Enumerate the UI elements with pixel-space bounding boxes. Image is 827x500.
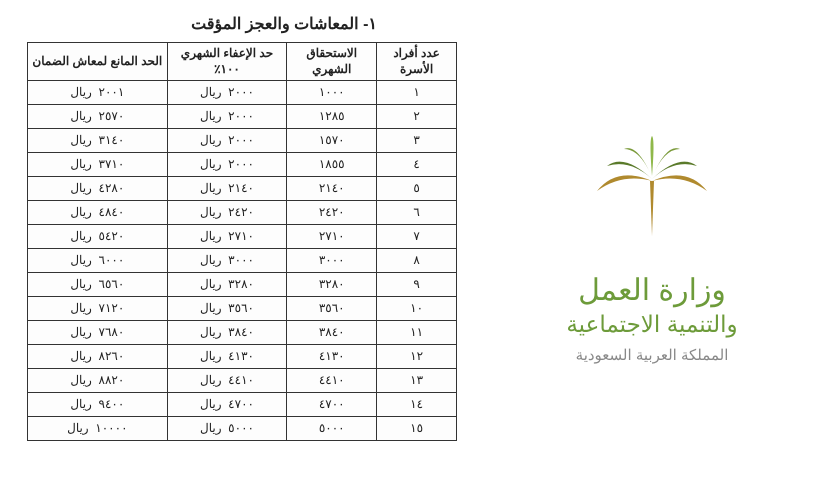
pension-table: عدد أفراد الأسرة الاستحقاق الشهري حد الإ… bbox=[27, 42, 457, 441]
cell-exempt: ٣٠٠٠ ريال bbox=[167, 249, 287, 273]
cell-limit: ٣٧١٠ ريال bbox=[28, 153, 168, 177]
cell-exempt: ٣٥٦٠ ريال bbox=[167, 297, 287, 321]
cell-monthly: ٣٠٠٠ bbox=[287, 249, 377, 273]
cell-limit: ٩٤٠٠ ريال bbox=[28, 393, 168, 417]
cell-family: ١٢ bbox=[377, 345, 457, 369]
table-row: ٦٢٤٢٠٢٤٢٠ ريال٤٨٤٠ ريال bbox=[28, 201, 457, 225]
cell-exempt: ٢٧١٠ ريال bbox=[167, 225, 287, 249]
cell-exempt: ٢٠٠٠ ريال bbox=[167, 129, 287, 153]
table-row: ٧٢٧١٠٢٧١٠ ريال٥٤٢٠ ريال bbox=[28, 225, 457, 249]
table-row: ١١٣٨٤٠٣٨٤٠ ريال٧٦٨٠ ريال bbox=[28, 321, 457, 345]
cell-family: ٢ bbox=[377, 105, 457, 129]
cell-limit: ٦٠٠٠ ريال bbox=[28, 249, 168, 273]
table-row: ١١٠٠٠٢٠٠٠ ريال٢٠٠١ ريال bbox=[28, 81, 457, 105]
header-family: عدد أفراد الأسرة bbox=[377, 43, 457, 81]
table-row: ٨٣٠٠٠٣٠٠٠ ريال٦٠٠٠ ريال bbox=[28, 249, 457, 273]
cell-limit: ٧١٢٠ ريال bbox=[28, 297, 168, 321]
cell-monthly: ٣٢٨٠ bbox=[287, 273, 377, 297]
cell-monthly: ٤٤١٠ bbox=[287, 369, 377, 393]
header-limit: الحد المانع لمعاش الضمان bbox=[28, 43, 168, 81]
cell-family: ١٤ bbox=[377, 393, 457, 417]
cell-exempt: ٤٤١٠ ريال bbox=[167, 369, 287, 393]
table-title: ١- المعاشات والعجز المؤقت bbox=[191, 14, 377, 34]
cell-monthly: ٥٠٠٠ bbox=[287, 417, 377, 441]
ministry-panel: وزارة العمل والتنمية الاجتماعية المملكة … bbox=[477, 0, 827, 500]
cell-exempt: ٤٧٠٠ ريال bbox=[167, 393, 287, 417]
cell-family: ١٥ bbox=[377, 417, 457, 441]
cell-limit: ٦٥٦٠ ريال bbox=[28, 273, 168, 297]
cell-family: ٤ bbox=[377, 153, 457, 177]
cell-exempt: ٢٤٢٠ ريال bbox=[167, 201, 287, 225]
table-row: ١٠٣٥٦٠٣٥٦٠ ريال٧١٢٠ ريال bbox=[28, 297, 457, 321]
cell-monthly: ٤١٣٠ bbox=[287, 345, 377, 369]
cell-monthly: ٣٥٦٠ bbox=[287, 297, 377, 321]
cell-family: ١١ bbox=[377, 321, 457, 345]
cell-monthly: ٢١٤٠ bbox=[287, 177, 377, 201]
country-name: المملكة العربية السعودية bbox=[576, 346, 729, 364]
table-row: ١٣٤٤١٠٤٤١٠ ريال٨٨٢٠ ريال bbox=[28, 369, 457, 393]
cell-monthly: ١٢٨٥ bbox=[287, 105, 377, 129]
table-row: ٩٣٢٨٠٣٢٨٠ ريال٦٥٦٠ ريال bbox=[28, 273, 457, 297]
cell-monthly: ٤٧٠٠ bbox=[287, 393, 377, 417]
cell-family: ١٣ bbox=[377, 369, 457, 393]
table-row: ٣١٥٧٠٢٠٠٠ ريال٣١٤٠ ريال bbox=[28, 129, 457, 153]
cell-limit: ٤٨٤٠ ريال bbox=[28, 201, 168, 225]
header-exempt: حد الإعفاء الشهري ١٠٠٪ bbox=[167, 43, 287, 81]
cell-monthly: ٣٨٤٠ bbox=[287, 321, 377, 345]
cell-family: ٩ bbox=[377, 273, 457, 297]
cell-limit: ٨٢٦٠ ريال bbox=[28, 345, 168, 369]
table-row: ٢١٢٨٥٢٠٠٠ ريال٢٥٧٠ ريال bbox=[28, 105, 457, 129]
cell-monthly: ٢٧١٠ bbox=[287, 225, 377, 249]
cell-limit: ٣١٤٠ ريال bbox=[28, 129, 168, 153]
table-header-row: عدد أفراد الأسرة الاستحقاق الشهري حد الإ… bbox=[28, 43, 457, 81]
cell-exempt: ٢٠٠٠ ريال bbox=[167, 81, 287, 105]
cell-limit: ٨٨٢٠ ريال bbox=[28, 369, 168, 393]
table-row: ١٢٤١٣٠٤١٣٠ ريال٨٢٦٠ ريال bbox=[28, 345, 457, 369]
ministry-name-line2: والتنمية الاجتماعية bbox=[566, 310, 737, 340]
table-row: ٥٢١٤٠٢١٤٠ ريال٤٢٨٠ ريال bbox=[28, 177, 457, 201]
palm-logo-icon bbox=[587, 136, 717, 251]
table-panel: ١- المعاشات والعجز المؤقت عدد أفراد الأس… bbox=[0, 0, 477, 500]
cell-limit: ٢٥٧٠ ريال bbox=[28, 105, 168, 129]
cell-monthly: ١٥٧٠ bbox=[287, 129, 377, 153]
cell-family: ١ bbox=[377, 81, 457, 105]
cell-exempt: ٣٨٤٠ ريال bbox=[167, 321, 287, 345]
cell-family: ٨ bbox=[377, 249, 457, 273]
cell-family: ٣ bbox=[377, 129, 457, 153]
table-row: ١٥٥٠٠٠٥٠٠٠ ريال١٠٠٠٠ ريال bbox=[28, 417, 457, 441]
cell-exempt: ٣٢٨٠ ريال bbox=[167, 273, 287, 297]
cell-exempt: ٤١٣٠ ريال bbox=[167, 345, 287, 369]
cell-family: ٥ bbox=[377, 177, 457, 201]
cell-limit: ٥٤٢٠ ريال bbox=[28, 225, 168, 249]
cell-exempt: ٢١٤٠ ريال bbox=[167, 177, 287, 201]
cell-monthly: ١٠٠٠ bbox=[287, 81, 377, 105]
table-body: ١١٠٠٠٢٠٠٠ ريال٢٠٠١ ريال٢١٢٨٥٢٠٠٠ ريال٢٥٧… bbox=[28, 81, 457, 441]
header-monthly: الاستحقاق الشهري bbox=[287, 43, 377, 81]
ministry-name-line1: وزارة العمل bbox=[578, 271, 726, 310]
cell-exempt: ٢٠٠٠ ريال bbox=[167, 105, 287, 129]
cell-family: ٧ bbox=[377, 225, 457, 249]
table-row: ١٤٤٧٠٠٤٧٠٠ ريال٩٤٠٠ ريال bbox=[28, 393, 457, 417]
cell-monthly: ٢٤٢٠ bbox=[287, 201, 377, 225]
cell-limit: ١٠٠٠٠ ريال bbox=[28, 417, 168, 441]
table-row: ٤١٨٥٥٢٠٠٠ ريال٣٧١٠ ريال bbox=[28, 153, 457, 177]
cell-exempt: ٥٠٠٠ ريال bbox=[167, 417, 287, 441]
cell-exempt: ٢٠٠٠ ريال bbox=[167, 153, 287, 177]
cell-limit: ٧٦٨٠ ريال bbox=[28, 321, 168, 345]
cell-family: ٦ bbox=[377, 201, 457, 225]
cell-limit: ٤٢٨٠ ريال bbox=[28, 177, 168, 201]
cell-limit: ٢٠٠١ ريال bbox=[28, 81, 168, 105]
cell-family: ١٠ bbox=[377, 297, 457, 321]
cell-monthly: ١٨٥٥ bbox=[287, 153, 377, 177]
